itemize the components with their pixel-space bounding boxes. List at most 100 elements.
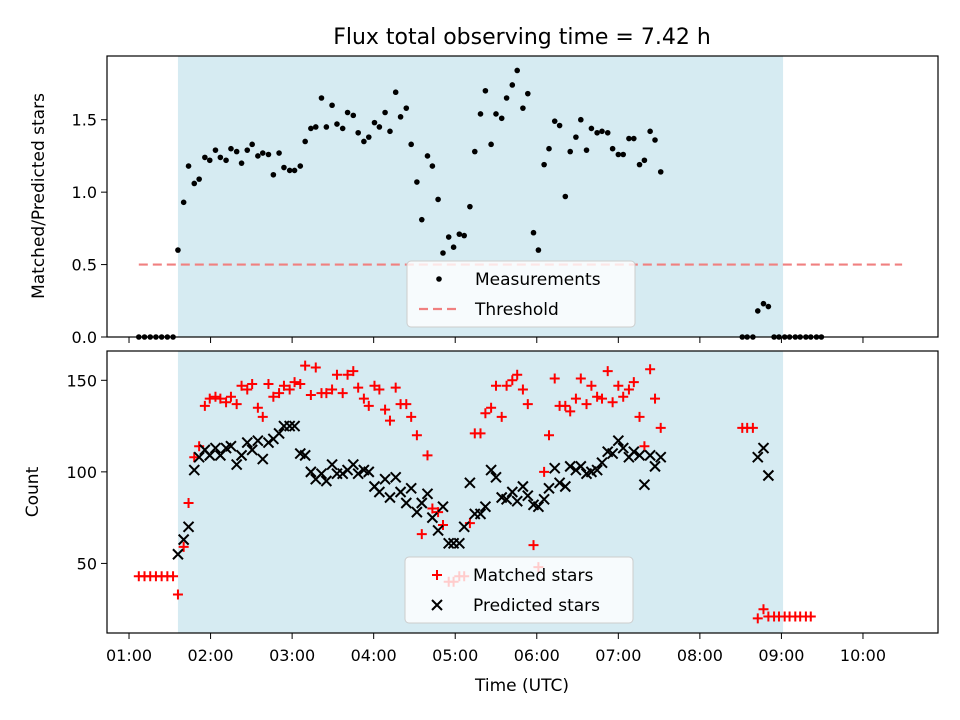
predicted-stars-point: [500, 493, 513, 506]
measurements-point: [514, 67, 520, 74]
measurements-point: [482, 87, 489, 94]
matched-stars-point: [401, 399, 412, 410]
matched-stars-point: [758, 604, 769, 615]
measurements-point: [562, 193, 569, 200]
predicted-stars-point: [633, 449, 646, 462]
matched-stars-point: [565, 406, 576, 417]
predicted-stars-point: [326, 458, 338, 471]
predicted-stars-point: [532, 500, 545, 513]
matched-stars-point: [215, 393, 226, 404]
matched-stars-point: [618, 391, 629, 402]
predicted-stars-point: [762, 469, 775, 482]
measurements-point: [365, 134, 372, 140]
legend-label: Threshold: [474, 300, 559, 320]
x-tick-label: 06:00: [514, 646, 560, 665]
measurements-point: [206, 157, 213, 164]
predicted-stars-point: [320, 475, 333, 487]
x-tick-label: 01:00: [106, 646, 152, 665]
predicted-stars-point: [209, 442, 222, 454]
measurements-point: [530, 229, 537, 236]
measurements-point: [467, 203, 473, 210]
measurements-point: [255, 153, 261, 159]
predicted-stars-point: [432, 524, 444, 537]
legend-box: [404, 556, 634, 624]
measurements-point: [652, 137, 658, 143]
x-axis-label: Time (UTC): [474, 676, 569, 696]
predicted-stars-point: [373, 486, 386, 498]
measurements-point: [461, 232, 467, 239]
matched-stars-point: [480, 408, 491, 419]
matched-stars-point: [645, 364, 656, 375]
measurements-point: [355, 129, 361, 136]
predicted-stars-point: [204, 449, 216, 462]
y-tick-label: 100: [66, 463, 97, 482]
matched-stars-point: [310, 362, 321, 373]
predicted-stars-point: [400, 497, 412, 509]
measurements-point: [196, 176, 202, 182]
measurements-point: [382, 109, 388, 116]
predicted-stars-point: [612, 435, 625, 447]
matched-stars-point: [183, 497, 194, 508]
measurements-point: [334, 121, 340, 127]
measurements-point: [503, 95, 510, 101]
predicted-stars-point: [426, 511, 439, 524]
matched-stars-point: [639, 441, 650, 452]
matched-stars-point: [628, 377, 639, 388]
predicted-stars-point: [405, 482, 417, 495]
y-tick-label: 0.0: [72, 328, 97, 347]
matched-stars-point: [560, 400, 571, 411]
measurements-point: [223, 157, 229, 164]
measurements-point: [212, 147, 219, 153]
measurements-point: [541, 161, 547, 168]
predicted-stars-point: [752, 451, 764, 463]
bottom-y-axis-label: Count: [23, 466, 43, 517]
measurements-point: [414, 179, 420, 185]
measurements-point: [765, 303, 772, 310]
predicted-stars-point: [389, 471, 402, 484]
matched-stars-point: [486, 402, 497, 413]
x-tick-label: 04:00: [351, 646, 397, 665]
matched-stars-point: [613, 380, 624, 391]
measurements-point: [191, 180, 198, 187]
measurements-point: [588, 125, 595, 132]
measurements-point: [270, 171, 277, 178]
measurements-point: [397, 114, 404, 120]
measurements-point: [546, 145, 552, 152]
matched-stars-point: [168, 571, 179, 582]
top-panel: 0.0 0.5 1.0 1.5 Measurements Threshold: [72, 55, 939, 347]
predicted-stars-point: [384, 491, 396, 504]
predicted-stars-point: [596, 456, 608, 469]
measurements-point: [647, 128, 653, 135]
matched-stars-point: [337, 388, 348, 399]
measurements-point: [238, 160, 245, 166]
matched-stars-point: [380, 404, 391, 415]
measurements-point: [493, 111, 499, 117]
matched-stars-point: [607, 397, 618, 408]
predicted-stars-point: [416, 497, 428, 509]
matched-stars-point: [321, 388, 332, 399]
predicted-stars-point: [522, 489, 534, 502]
x-tick-label: 03:00: [269, 646, 315, 665]
measurements-point: [185, 163, 192, 169]
x-tick-label: 02:00: [188, 646, 234, 665]
predicted-stars-point: [235, 449, 248, 462]
x-tick-label: 08:00: [677, 646, 723, 665]
x-tick-label: 05:00: [432, 646, 478, 665]
predicted-stars-point: [315, 467, 328, 480]
measurements-point: [509, 82, 516, 88]
matched-stars-point: [544, 430, 555, 441]
predicted-stars-point: [257, 453, 269, 465]
measurements-point: [456, 231, 463, 237]
predicted-stars-point: [757, 442, 770, 454]
legend-label: Matched stars: [473, 566, 593, 586]
measurements-point: [594, 129, 600, 136]
matched-stars-point: [747, 422, 758, 433]
measurements-point: [609, 145, 616, 152]
predicted-stars-point: [543, 482, 555, 495]
matched-stars-point: [252, 402, 263, 413]
measurements-point: [418, 216, 425, 223]
measurements-point: [657, 169, 664, 175]
predicted-stars-point: [628, 446, 640, 458]
measurements-point: [371, 119, 378, 126]
measurements-point: [291, 167, 298, 174]
